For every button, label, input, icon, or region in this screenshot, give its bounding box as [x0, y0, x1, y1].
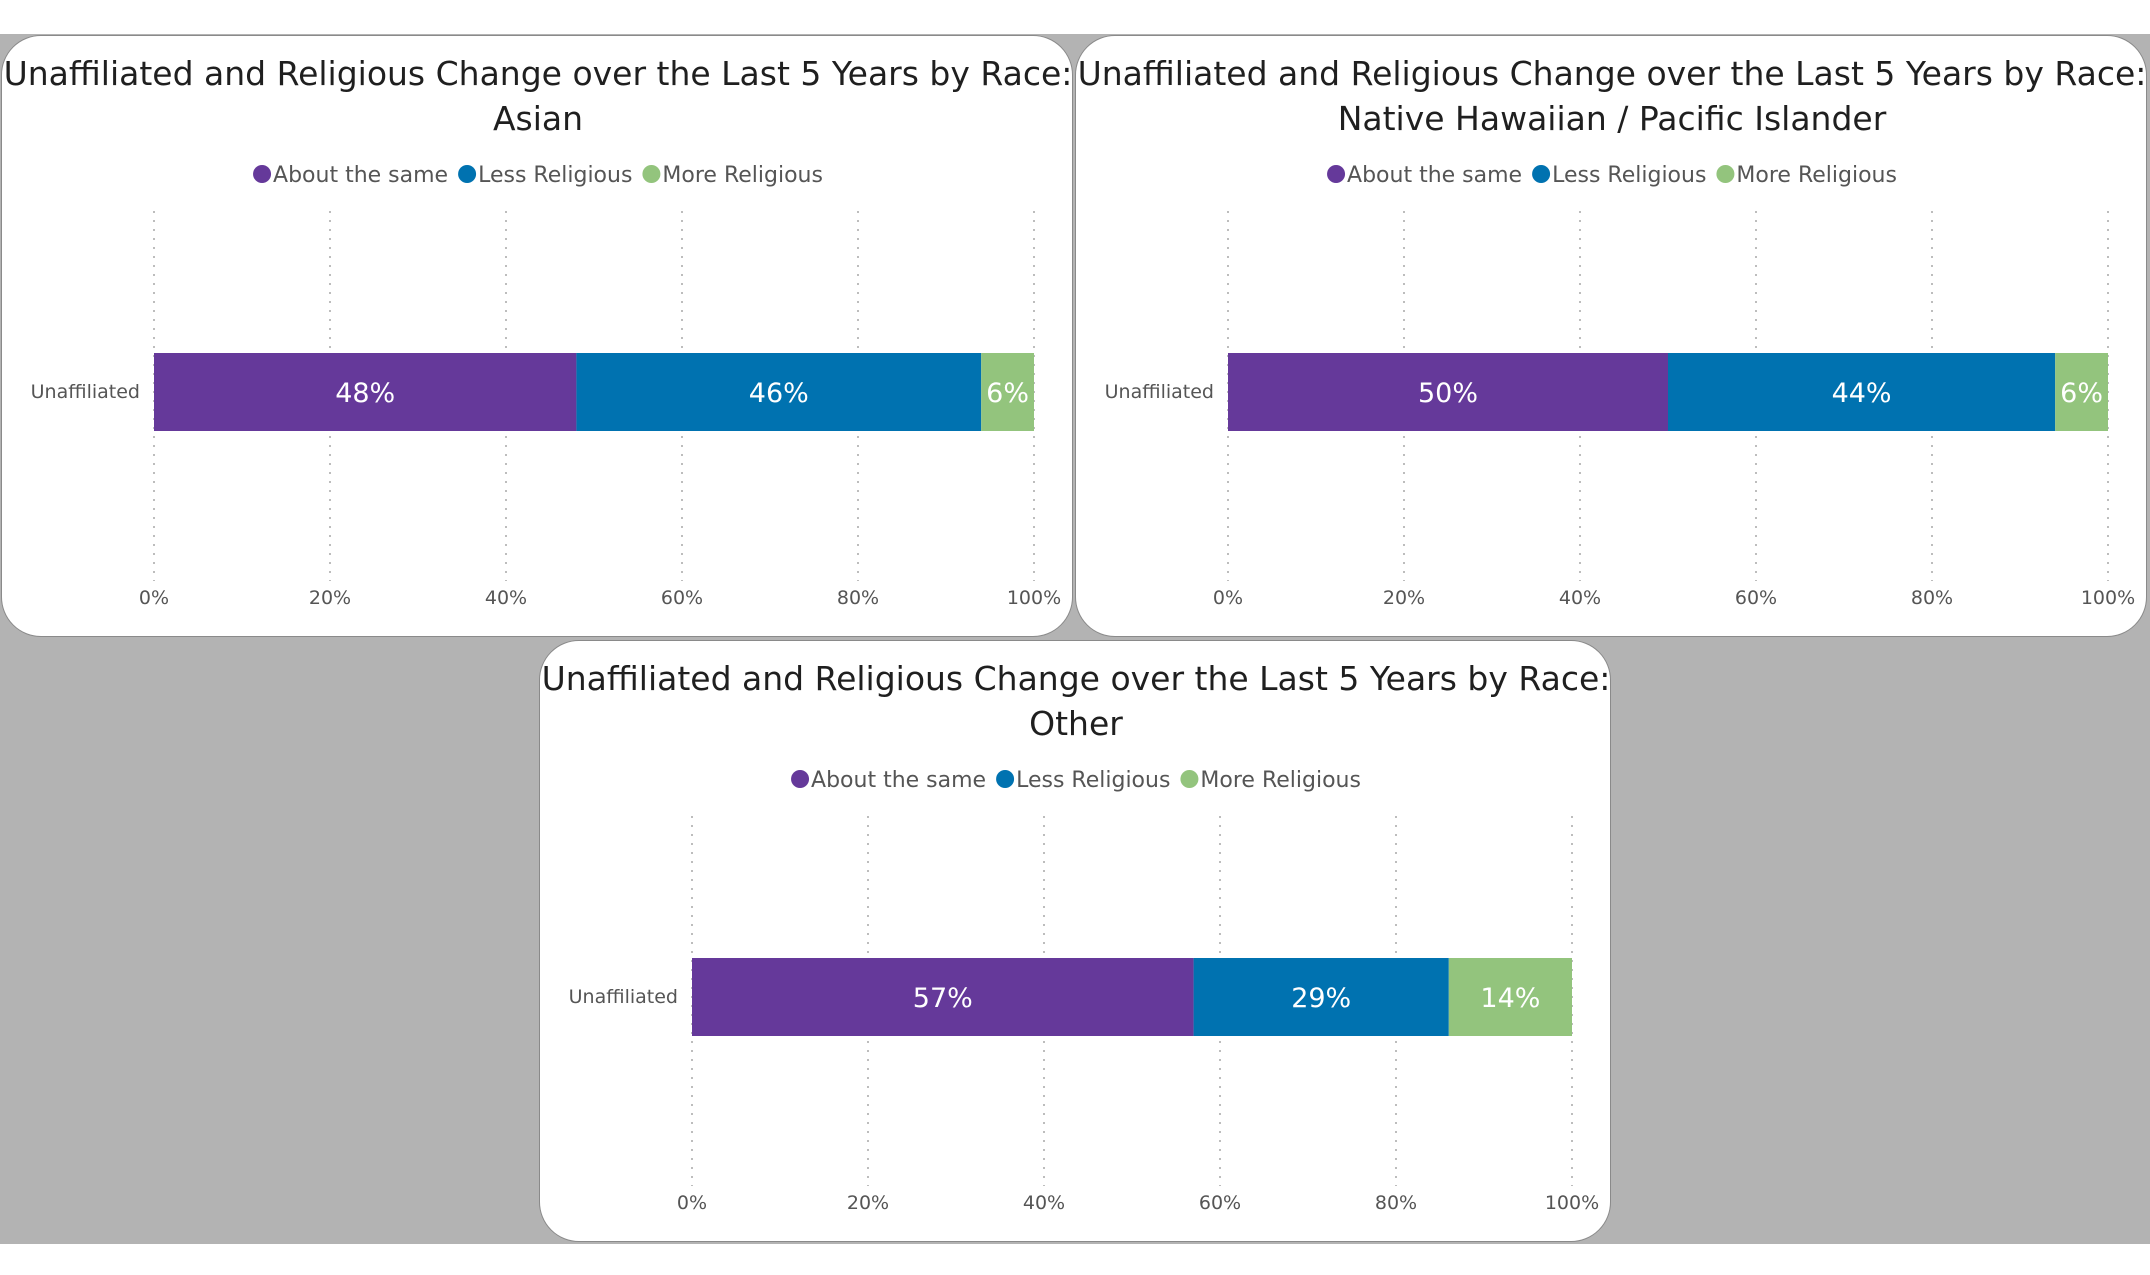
- legend-item[interactable]: More Religious: [1716, 163, 1897, 188]
- x-tick-label: 20%: [1383, 587, 1425, 609]
- data-label: 29%: [1291, 983, 1351, 1014]
- x-tick-label: 40%: [1559, 587, 1601, 609]
- bar-segment[interactable]: [2055, 353, 2108, 431]
- bar-segment[interactable]: [576, 353, 982, 431]
- legend-item[interactable]: Less Religious: [1532, 163, 1706, 188]
- x-tick-label: 80%: [837, 587, 879, 609]
- category-label: Unaffiliated: [31, 381, 140, 403]
- legend: About the same Less Religious More Religio…: [791, 768, 1361, 793]
- x-tick-label: 0%: [1213, 587, 1243, 609]
- legend-label: About the same: [811, 768, 986, 793]
- legend: About the same Less Religious More Religio…: [1327, 163, 1897, 188]
- x-tick-label: 80%: [1911, 587, 1953, 609]
- legend-marker: [458, 165, 477, 183]
- x-tick-label: 20%: [309, 587, 351, 609]
- category-label: Unaffiliated: [1105, 381, 1214, 403]
- legend-label: About the same: [273, 163, 448, 188]
- legend-marker: [1327, 165, 1346, 183]
- data-label: 6%: [986, 378, 1029, 409]
- legend-marker: [642, 165, 661, 183]
- x-tick-label: 60%: [1735, 587, 1777, 609]
- bar-segment[interactable]: [981, 353, 1034, 431]
- legend-label: About the same: [1347, 163, 1522, 188]
- category-label: Unaffiliated: [569, 986, 678, 1008]
- x-tick-label: 60%: [1199, 1192, 1241, 1214]
- x-tick-label: 80%: [1375, 1192, 1417, 1214]
- legend-item[interactable]: More Religious: [642, 163, 823, 188]
- bar-segment[interactable]: [1448, 958, 1572, 1036]
- x-tick-label: 100%: [2081, 587, 2135, 609]
- x-tick-label: 0%: [139, 587, 169, 609]
- legend-item[interactable]: About the same: [1327, 163, 1522, 188]
- chart-title-line: Asian: [493, 99, 583, 138]
- data-label: 50%: [1418, 378, 1478, 409]
- data-label: 57%: [913, 983, 973, 1014]
- chart-svg: Unaffiliated and Religious Change over t…: [1078, 54, 2147, 609]
- legend-marker: [1532, 165, 1551, 183]
- legend-marker: [791, 770, 810, 788]
- x-tick-label: 60%: [661, 587, 703, 609]
- legend-label: Less Religious: [1016, 768, 1170, 793]
- bar-segment[interactable]: [154, 353, 577, 431]
- legend-label: More Religious: [1200, 768, 1361, 793]
- data-label: 14%: [1480, 983, 1540, 1014]
- legend-item[interactable]: About the same: [253, 163, 448, 188]
- x-tick-label: 0%: [677, 1192, 707, 1214]
- chart-svg: Unaffiliated and Religious Change over t…: [4, 54, 1073, 609]
- bar-segment[interactable]: [1228, 353, 1668, 431]
- legend-item[interactable]: More Religious: [1180, 768, 1361, 793]
- data-label: 46%: [749, 378, 809, 409]
- chart-title-line: Unaffiliated and Religious Change over t…: [1078, 54, 2147, 93]
- bar-segment[interactable]: [692, 958, 1194, 1036]
- x-tick-label: 20%: [847, 1192, 889, 1214]
- legend-marker: [1180, 770, 1199, 788]
- bar-segment[interactable]: [1668, 353, 2056, 431]
- x-tick-label: 100%: [1007, 587, 1061, 609]
- chart-card-native-hawaiian-pacific-islander[interactable]: Unaffiliated and Religious Change over t…: [1075, 35, 2147, 637]
- data-label: 6%: [2060, 378, 2103, 409]
- legend-item[interactable]: Less Religious: [996, 768, 1170, 793]
- data-label: 44%: [1832, 378, 1892, 409]
- legend-marker: [1716, 165, 1735, 183]
- chart-title-line: Unaffiliated and Religious Change over t…: [542, 659, 1611, 698]
- x-tick-label: 40%: [485, 587, 527, 609]
- legend-item[interactable]: Less Religious: [458, 163, 632, 188]
- legend: About the same Less Religious More Religio…: [253, 163, 823, 188]
- chart-title-line: Unaffiliated and Religious Change over t…: [4, 54, 1073, 93]
- legend-label: Less Religious: [478, 163, 632, 188]
- legend-marker: [996, 770, 1015, 788]
- bar-segment[interactable]: [1193, 958, 1449, 1036]
- chart-svg: Unaffiliated and Religious Change over t…: [542, 659, 1611, 1214]
- legend-label: More Religious: [1736, 163, 1897, 188]
- x-tick-label: 100%: [1545, 1192, 1599, 1214]
- legend-marker: [253, 165, 272, 183]
- legend-item[interactable]: About the same: [791, 768, 986, 793]
- chart-title-line: Native Hawaiian / Pacific Islander: [1338, 99, 1887, 138]
- chart-card-other[interactable]: Unaffiliated and Religious Change over t…: [539, 640, 1611, 1242]
- chart-title-line: Other: [1029, 704, 1123, 743]
- legend-label: More Religious: [662, 163, 823, 188]
- data-label: 48%: [335, 378, 395, 409]
- chart-card-asian[interactable]: Unaffiliated and Religious Change over t…: [1, 35, 1073, 637]
- x-tick-label: 40%: [1023, 1192, 1065, 1214]
- legend-label: Less Religious: [1552, 163, 1706, 188]
